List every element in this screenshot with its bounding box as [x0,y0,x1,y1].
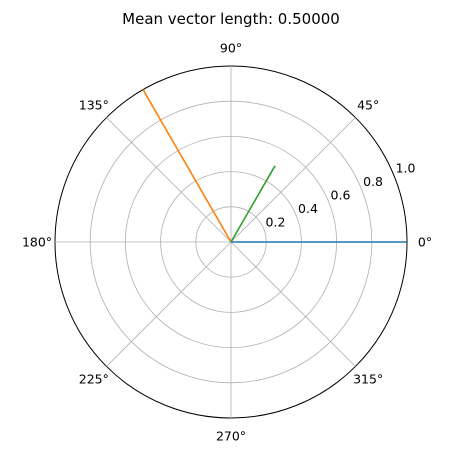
angle-tick-label: 315° [353,372,383,387]
radial-tick-label: 0.6 [331,188,351,203]
radial-tick-label: 0.8 [363,174,383,189]
vector-line [142,89,232,243]
angular-gridline [230,117,356,243]
angle-tick-label: 90° [220,41,242,56]
radial-tick-label: 0.2 [266,215,286,230]
chart-title: Mean vector length: 0.50000 [122,10,340,28]
angular-gridline [106,241,232,367]
vector-line [230,165,276,243]
angle-tick-label: 180° [22,235,52,250]
angle-tick-label: 0° [418,235,432,250]
angle-labels: 0° 45° 90° 135° 180° 225° 270° 315° [22,41,432,444]
angle-tick-label: 225° [79,372,109,387]
angle-tick-label: 45° [357,97,379,112]
angular-gridline [230,241,356,367]
angle-tick-label: 135° [79,97,109,112]
angle-tick-label: 270° [216,429,246,444]
radial-labels: 0.2 0.4 0.6 0.8 1.0 [266,161,416,230]
angular-gridline [106,117,232,243]
polar-series [142,89,407,243]
radial-tick-label: 1.0 [396,161,416,176]
radial-tick-label: 0.4 [298,201,318,216]
